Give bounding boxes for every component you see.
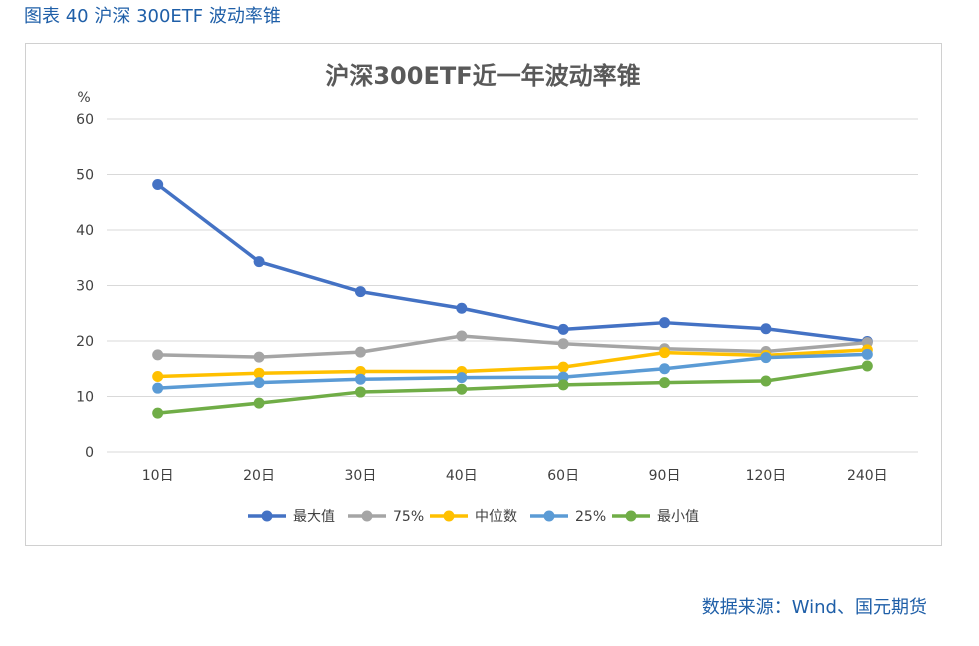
data-point — [456, 302, 468, 314]
data-point — [253, 377, 265, 389]
data-point — [760, 375, 772, 387]
data-point — [253, 367, 265, 379]
data-point — [253, 397, 265, 409]
legend-item: 最大值 — [248, 509, 335, 525]
figure-title: 图表 40 沪深 300ETF 波动率锥 — [24, 6, 281, 27]
x-tick-labels: 10日 20日 30日 40日 60日 90日 120日 240日 — [142, 468, 888, 484]
legend-marker — [261, 510, 273, 522]
data-point — [760, 352, 772, 364]
series-lines — [152, 178, 873, 419]
data-point — [456, 330, 468, 342]
data-point — [659, 377, 671, 389]
data-point — [760, 323, 772, 335]
data-point — [659, 317, 671, 329]
series-25% — [152, 348, 873, 394]
data-point — [861, 348, 873, 360]
series-最小值 — [152, 360, 873, 419]
x-tick-label: 10日 — [142, 468, 174, 484]
x-tick-label: 20日 — [243, 468, 275, 484]
data-point — [354, 366, 366, 378]
data-point — [659, 363, 671, 375]
legend-item: 中位数 — [430, 509, 517, 525]
legend-marker — [443, 510, 455, 522]
y-axis-unit-label: % — [77, 90, 90, 106]
data-point — [456, 372, 468, 384]
data-point — [253, 351, 265, 363]
legend-marker — [543, 510, 555, 522]
data-point — [557, 338, 569, 350]
data-point — [152, 382, 164, 394]
data-point — [456, 383, 468, 395]
x-tick-label: 90日 — [649, 468, 681, 484]
chart-title: 沪深300ETF近一年波动率锥 — [325, 62, 640, 90]
data-point — [659, 347, 671, 359]
legend-item: 最小值 — [612, 509, 699, 525]
data-point — [152, 349, 164, 361]
y-tick-labels: 0 10 20 30 40 50 60 — [76, 112, 94, 461]
data-point — [861, 360, 873, 372]
series-line — [155, 348, 870, 379]
legend-label: 中位数 — [475, 509, 517, 525]
data-point — [557, 379, 569, 391]
legend-marker — [625, 510, 637, 522]
data-point — [557, 323, 569, 335]
legend-label: 最大值 — [293, 509, 335, 525]
x-tick-label: 240日 — [847, 468, 888, 484]
legend-label: 最小值 — [657, 509, 699, 525]
y-tick-label: 40 — [76, 223, 94, 239]
data-point — [253, 256, 265, 268]
data-point — [354, 386, 366, 398]
y-tick-label: 50 — [76, 168, 94, 184]
grid-lines — [107, 118, 918, 453]
legend-label: 75% — [393, 509, 424, 525]
data-point — [152, 407, 164, 419]
series-最大值 — [152, 178, 873, 348]
x-tick-label: 120日 — [746, 468, 787, 484]
data-point — [354, 346, 366, 358]
series-line — [155, 352, 870, 390]
x-tick-label: 40日 — [446, 468, 478, 484]
chart-frame — [25, 43, 942, 546]
y-tick-label: 30 — [76, 279, 94, 295]
data-point — [557, 371, 569, 383]
legend: 最大值 75% 中位数 25% 最小值 — [248, 509, 699, 525]
data-point — [152, 371, 164, 383]
data-point — [354, 373, 366, 385]
series-line — [155, 364, 870, 415]
data-point — [354, 286, 366, 298]
x-tick-label: 30日 — [345, 468, 377, 484]
y-tick-label: 0 — [85, 445, 94, 461]
y-tick-label: 20 — [76, 334, 94, 350]
data-source: 数据来源：Wind、国元期货 — [701, 597, 927, 618]
data-point — [557, 361, 569, 373]
data-point — [152, 178, 164, 190]
y-tick-label: 10 — [76, 390, 94, 406]
x-tick-label: 60日 — [547, 468, 579, 484]
legend-item: 25% — [530, 509, 606, 525]
series-line — [155, 182, 870, 344]
legend-marker — [361, 510, 373, 522]
legend-item: 75% — [348, 509, 424, 525]
legend-label: 25% — [575, 509, 606, 525]
series-line — [155, 334, 870, 359]
y-tick-label: 60 — [76, 112, 94, 128]
